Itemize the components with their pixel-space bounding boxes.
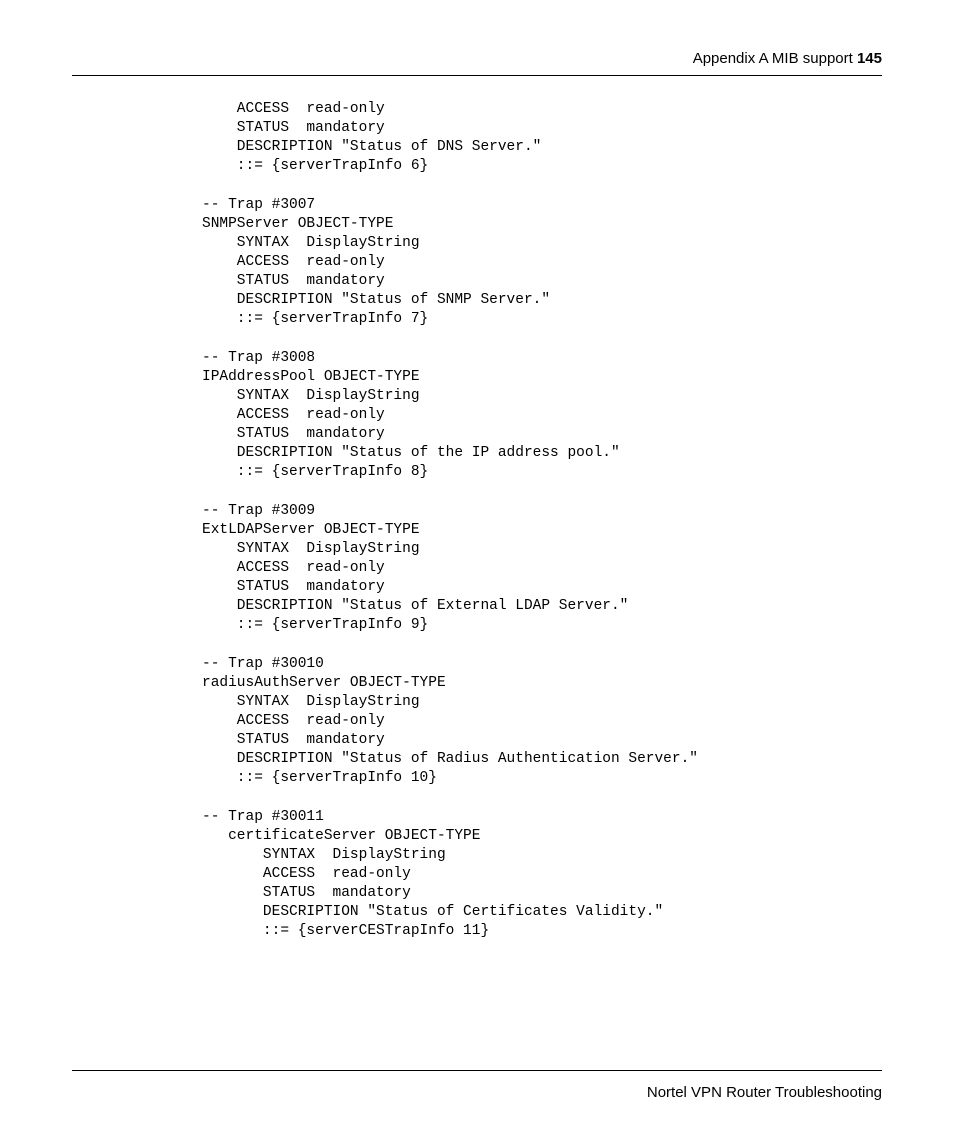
- document-page: Appendix A MIB support 145 ACCESS read-o…: [0, 0, 954, 1145]
- page-footer: Nortel VPN Router Troubleshooting: [647, 1084, 882, 1101]
- mib-code-block: ACCESS read-only STATUS mandatory DESCRI…: [202, 100, 882, 942]
- header-section-title: Appendix A MIB support: [693, 50, 853, 67]
- page-header: Appendix A MIB support 145: [72, 50, 882, 76]
- footer-rule: [72, 1070, 882, 1071]
- header-page-number: 145: [857, 50, 882, 67]
